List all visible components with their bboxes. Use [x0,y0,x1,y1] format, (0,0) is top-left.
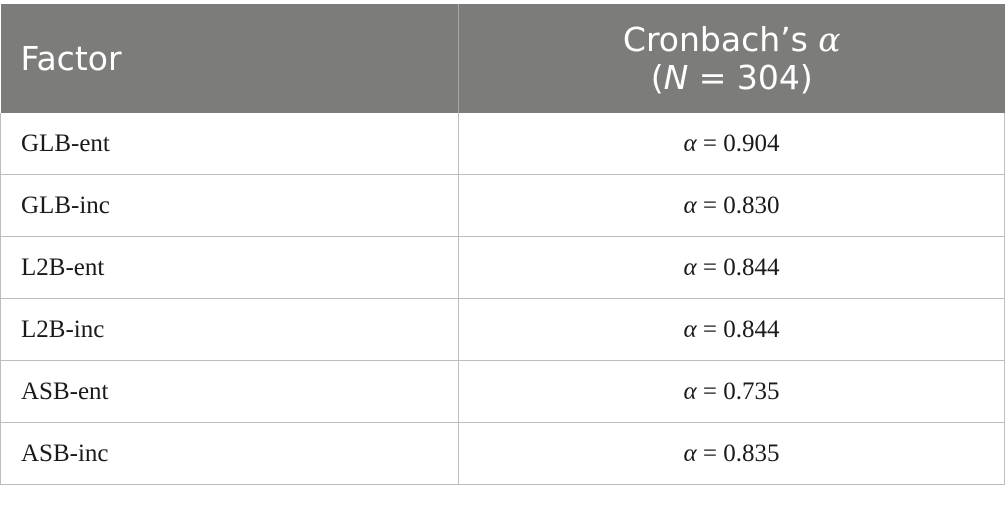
factor-cell: L2B-ent [0,236,459,299]
alpha-value: = 0.735 [696,377,780,405]
table-row: GLB-inc α = 0.830 [0,174,1005,237]
alpha-cell: α = 0.735 [458,360,1005,423]
alpha-symbol: α [683,439,697,467]
reliability-table: Factor Cronbach’s α (N = 304) GLB-ent α … [0,4,1005,485]
alpha-cell: α = 0.830 [458,174,1005,237]
alpha-value: = 0.830 [696,191,780,219]
alpha-header-open-paren: ( [650,57,664,97]
alpha-header-line1: Cronbach’s α [459,19,1005,59]
alpha-value: = 0.844 [696,253,780,281]
alpha-header-sample-size: = 304) [688,57,813,97]
reliability-table-container: Factor Cronbach’s α (N = 304) GLB-ent α … [0,4,1005,485]
alpha-cell: α = 0.844 [458,236,1005,299]
alpha-symbol: α [683,253,697,281]
alpha-symbol: α [683,377,697,405]
alpha-header-line2: (N = 304) [459,57,1005,97]
alpha-header-n: N [663,57,689,97]
table-header: Factor Cronbach’s α (N = 304) [0,4,1005,113]
factor-cell: ASB-ent [0,360,459,423]
factor-cell: ASB-inc [0,422,459,485]
alpha-symbol: α [683,315,697,343]
alpha-cell: α = 0.844 [458,298,1005,361]
alpha-symbol: α [683,191,697,219]
alpha-header-symbol: α [818,19,841,59]
alpha-value: = 0.835 [696,439,780,467]
alpha-cell: α = 0.904 [458,113,1005,175]
table-row: L2B-ent α = 0.844 [0,236,1005,299]
table-body: GLB-ent α = 0.904 GLB-inc α = 0.830 L2B-… [0,113,1005,485]
table-row: L2B-inc α = 0.844 [0,298,1005,361]
table-row: ASB-ent α = 0.735 [0,360,1005,423]
alpha-cell: α = 0.835 [458,422,1005,485]
alpha-symbol: α [683,129,697,157]
alpha-value: = 0.904 [696,129,780,157]
alpha-column-header: Cronbach’s α (N = 304) [458,4,1005,113]
table-row: GLB-ent α = 0.904 [0,113,1005,175]
factor-column-header: Factor [0,4,459,113]
alpha-value: = 0.844 [696,315,780,343]
header-row: Factor Cronbach’s α (N = 304) [0,4,1005,113]
alpha-header-title: Cronbach’s [622,19,819,59]
factor-cell: L2B-inc [0,298,459,361]
factor-cell: GLB-ent [0,113,459,175]
factor-cell: GLB-inc [0,174,459,237]
table-row: ASB-inc α = 0.835 [0,422,1005,485]
